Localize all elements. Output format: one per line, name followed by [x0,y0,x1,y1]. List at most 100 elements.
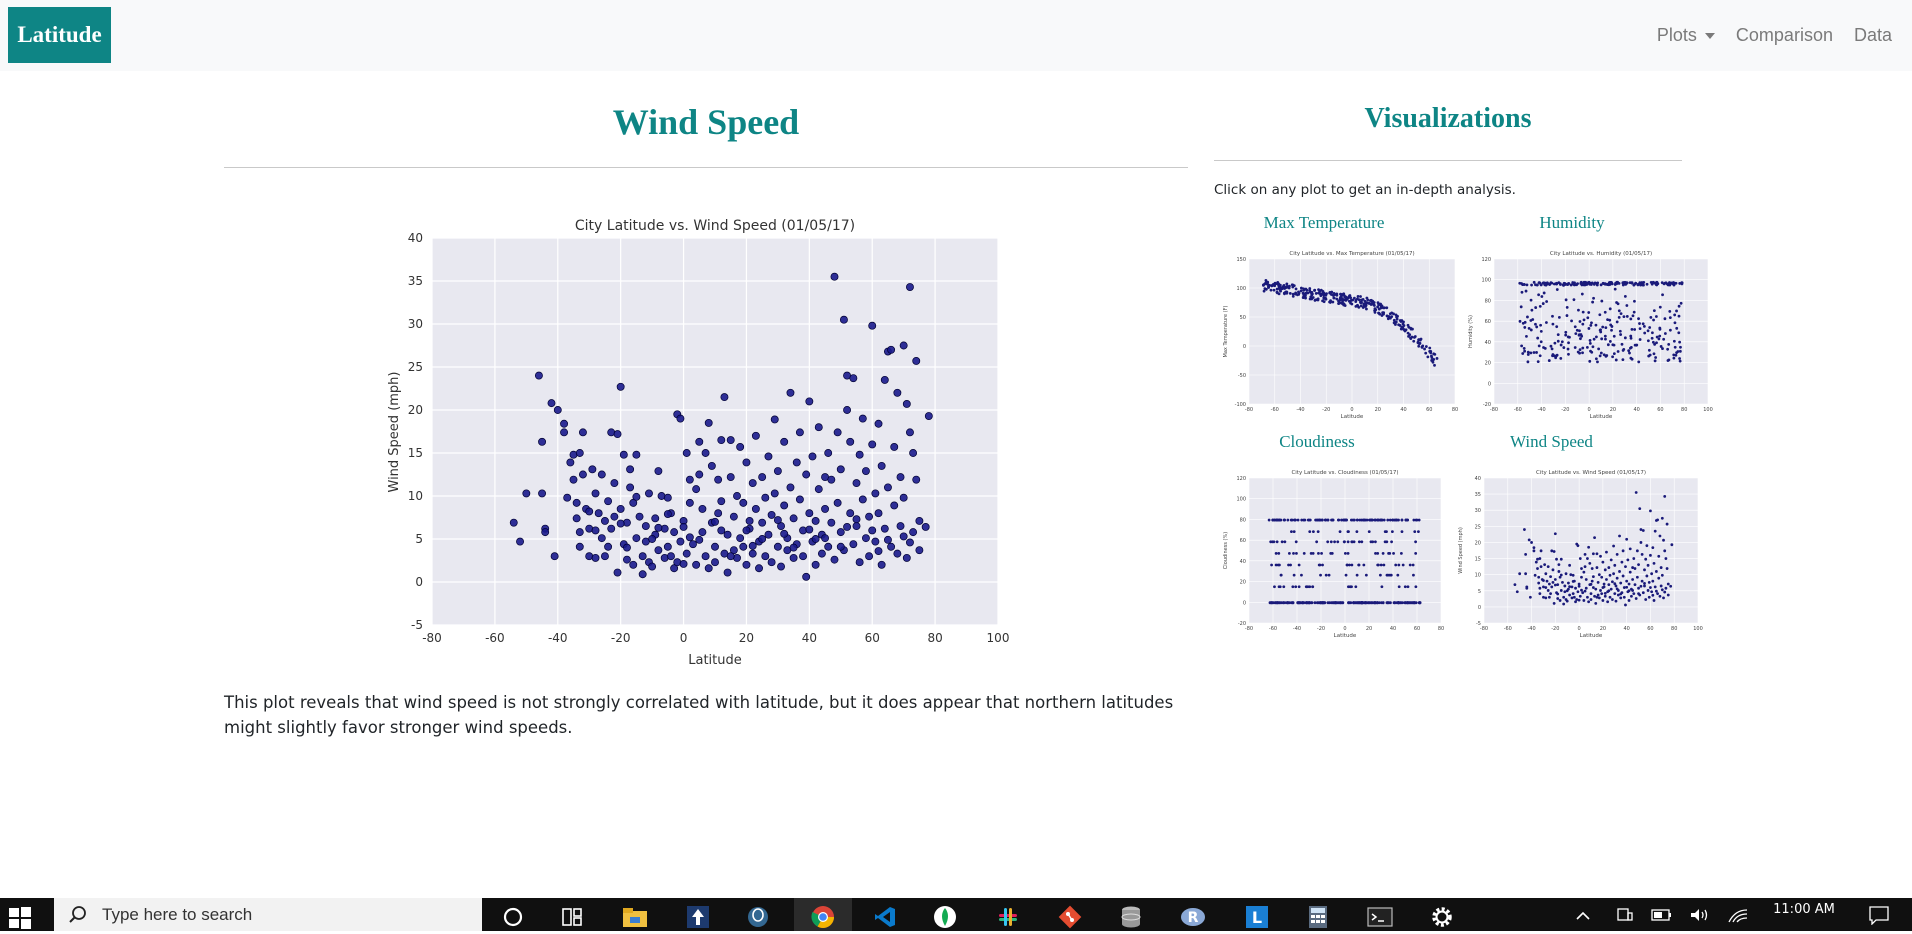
slack-icon[interactable] [995,904,1021,930]
thumb-point [1658,334,1662,338]
thumb-point [1264,278,1268,282]
thumb-point [1587,311,1591,314]
scatter-point [780,437,789,446]
task-view-icon[interactable] [559,904,585,930]
cortana-icon[interactable] [500,904,526,930]
thumb-point [1535,325,1539,329]
thumb-point [1400,518,1404,522]
thumb-point [1542,291,1546,295]
thumb-point [1588,339,1592,342]
thumb-x-tick: -60 [1504,626,1512,632]
scatter-point [858,414,867,423]
scatter-point [893,549,902,558]
r-icon[interactable]: R [1180,904,1206,930]
thumb-point [1646,329,1650,333]
thumb-point [1424,351,1428,355]
scatter-point [912,357,921,365]
notification-icon[interactable] [1866,904,1892,926]
git-icon[interactable] [1057,904,1083,930]
scatter-point [707,461,716,470]
database-icon[interactable] [1118,904,1144,930]
mongodb-icon[interactable] [932,904,958,930]
thumb-point [1660,516,1664,520]
scatter-point [852,479,861,488]
thumb-point [1354,300,1358,303]
thumb-point [1655,341,1658,345]
thumb-point [1350,302,1354,306]
l-app-icon[interactable]: L [1244,904,1270,930]
y-tick-label: 15 [408,446,423,460]
thumb-point [1633,282,1637,286]
nav-item-data[interactable]: Data [1853,25,1892,45]
thumb-point [1337,302,1341,305]
thumb-point [1589,323,1593,327]
file-explorer-icon[interactable] [622,904,648,930]
thumb-point [1272,540,1276,544]
terminal-icon[interactable] [1367,904,1393,930]
thumb-point [1363,299,1367,303]
chart-grid [431,237,999,626]
thumb-point [1385,314,1389,318]
thumb-x-tick: 0 [1343,626,1346,632]
scatter-point [758,518,767,527]
thumb-point [1649,509,1652,513]
thumb-point [1530,283,1533,287]
nav-item-plots[interactable]: Plots [1657,25,1715,46]
scatter-point [538,437,547,446]
pgadmin-icon[interactable] [745,904,771,930]
windows-start-icon[interactable] [8,906,32,930]
thumb-point [1417,344,1421,348]
thumb-point [1660,573,1664,577]
wifi-icon[interactable] [1726,904,1750,926]
taskbar-clock[interactable]: 11:00 AM [1762,901,1846,918]
chrome-icon[interactable] [810,904,836,930]
thumb-point [1612,572,1615,576]
thumb-point [1625,281,1629,285]
thumb-humidity[interactable]: City Latitude vs. Humidity (01/05/17) -80… [1464,246,1716,420]
thumb-label-cloudiness[interactable]: Cloudiness [1279,432,1355,451]
thumb-point [1595,566,1599,569]
thumb-point [1565,305,1569,309]
thumb-point [1369,299,1372,302]
thumb-point [1649,316,1653,319]
thumb-point [1357,306,1361,309]
thumb-x-tick: -20 [1551,626,1559,632]
nav-item-comparison[interactable]: Comparison [1735,25,1833,45]
vscode-icon[interactable] [872,904,898,930]
thumb-point [1527,327,1531,330]
taskbar-search[interactable]: Type here to search [54,898,482,931]
thumb-x-label: Latitude [1341,414,1364,420]
thumb-point [1654,570,1658,573]
thumb-point [1329,299,1332,303]
sourcetree-icon[interactable] [685,904,711,930]
thumb-point [1566,335,1570,339]
thumb-point [1549,592,1552,596]
thumb-max-temperature[interactable]: City Latitude vs. Max Temperature (01/05… [1219,246,1463,420]
thumb-point [1552,601,1556,605]
device-icon[interactable] [1614,904,1636,926]
settings-icon[interactable] [1429,904,1455,930]
thumb-label-max-temperature[interactable]: Max Temperature [1263,213,1385,232]
thumb-point [1324,573,1328,577]
thumb-label-humidity[interactable]: Humidity [1539,213,1605,232]
battery-icon[interactable] [1650,904,1674,926]
thumb-point [1667,342,1671,346]
scatter-point [689,540,697,549]
scatter-point [619,450,628,459]
calculator-icon[interactable] [1305,904,1331,930]
thumb-point [1524,552,1528,556]
brand-logo[interactable]: Latitude [8,7,111,63]
chevron-up-icon[interactable] [1572,904,1594,926]
thumb-label-wind-speed[interactable]: Wind Speed [1510,432,1593,451]
thumb-point [1295,552,1298,555]
scatter-point [893,388,902,397]
volume-icon[interactable] [1688,904,1712,926]
scatter-point [591,526,600,535]
thumb-point [1591,345,1595,349]
thumb-point [1637,317,1640,321]
thumb-point [1592,337,1596,341]
thumb-cloudiness[interactable]: City Latitude vs. Cloudiness (01/05/17) -… [1219,465,1449,639]
thumb-point [1652,352,1656,356]
thumb-wind-speed[interactable]: City Latitude vs. Wind Speed (01/05/17) -… [1454,465,1706,639]
thumb-point [1581,282,1585,285]
